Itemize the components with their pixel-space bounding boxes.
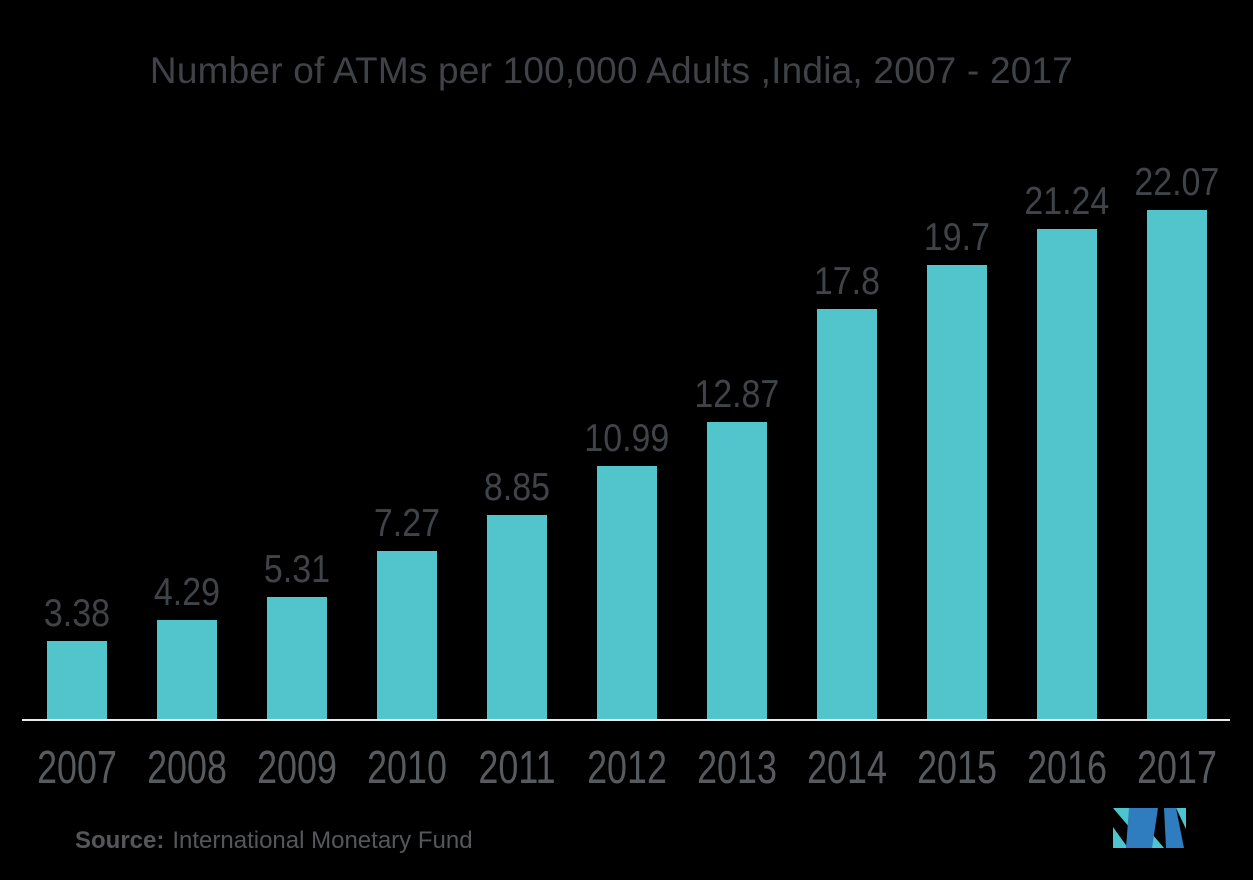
- source-label: Source:: [75, 827, 165, 854]
- bar-column: 12.87: [682, 130, 792, 719]
- logo-blue-diagonal: [1126, 808, 1158, 848]
- x-tick-label: 2015: [917, 741, 997, 793]
- x-tick-label: 2014: [807, 741, 887, 793]
- bar: [1147, 210, 1207, 719]
- logo-blue-bar: [1164, 808, 1184, 848]
- value-label: 21.24: [1024, 180, 1110, 223]
- x-tick-label: 2017: [1137, 741, 1217, 793]
- bar-column: 21.24: [1012, 130, 1122, 719]
- bar-column: 7.27: [352, 130, 462, 719]
- bar-column: 5.31: [242, 130, 352, 719]
- bar: [47, 641, 107, 719]
- bar: [267, 597, 327, 719]
- source-text: International Monetary Fund: [172, 827, 473, 854]
- logo-teal-corner: [1113, 827, 1128, 848]
- bar-column: 17.8: [792, 130, 902, 719]
- x-tick-label: 2016: [1027, 741, 1107, 793]
- bar: [927, 265, 987, 719]
- x-axis-labels: 2007 2008 2009 2010 2011 2012 2013 2014 2015 2016…: [22, 744, 1232, 790]
- x-tick-label: 2011: [478, 741, 556, 793]
- logo-teal-triangle: [1176, 808, 1186, 829]
- value-label: 4.29: [153, 571, 221, 614]
- bar: [1037, 229, 1097, 719]
- x-tick-label: 2010: [367, 741, 447, 793]
- x-tick-label: 2007: [37, 741, 117, 793]
- value-label: 10.99: [584, 417, 670, 460]
- bar: [817, 309, 877, 719]
- bar-column: 10.99: [572, 130, 682, 719]
- value-label: 8.85: [483, 466, 551, 509]
- x-tick-label: 2008: [147, 741, 227, 793]
- bar: [597, 466, 657, 719]
- bar: [377, 551, 437, 719]
- mordor-intelligence-logo: [1113, 808, 1186, 848]
- bar-column: 22.07: [1122, 130, 1232, 719]
- plot-area: 3.38 4.29 5.31 7.27 8.85 10.99 12.87 17.8 19.7 21…: [22, 130, 1232, 719]
- bar-column: 4.29: [132, 130, 242, 719]
- value-label: 5.31: [263, 548, 331, 591]
- x-tick-label: 2013: [697, 741, 777, 793]
- value-label: 12.87: [694, 373, 780, 416]
- value-label: 22.07: [1134, 161, 1220, 204]
- x-axis-line: [22, 719, 1230, 721]
- value-label: 7.27: [373, 502, 441, 545]
- x-tick-label: 2009: [257, 741, 337, 793]
- bar-column: 8.85: [462, 130, 572, 719]
- source-note: Source: International Monetary Fund: [75, 827, 473, 854]
- bar-column: 3.38: [22, 130, 132, 719]
- value-label: 17.8: [813, 260, 881, 303]
- bar-column: 19.7: [902, 130, 1012, 719]
- value-label: 19.7: [923, 216, 991, 259]
- bar: [157, 620, 217, 719]
- bar: [487, 515, 547, 719]
- chart-title: Number of ATMs per 100,000 Adults ,India…: [149, 50, 1074, 91]
- bar: [707, 422, 767, 719]
- x-tick-label: 2012: [587, 741, 667, 793]
- value-label: 3.38: [43, 592, 111, 635]
